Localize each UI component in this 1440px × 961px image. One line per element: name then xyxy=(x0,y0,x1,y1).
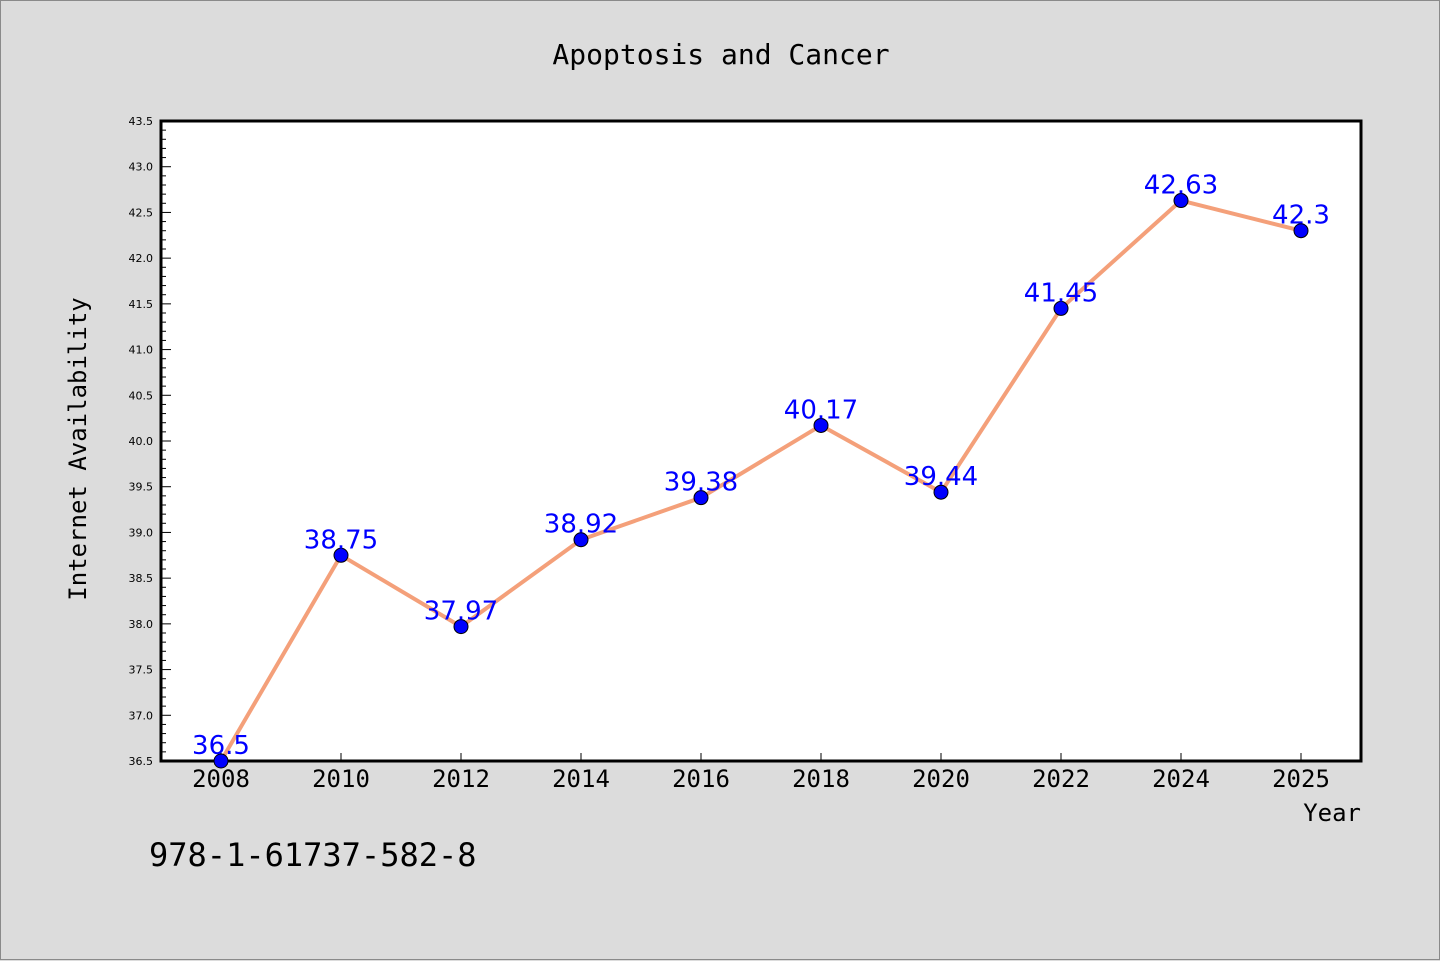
series-line xyxy=(219,198,1302,763)
data-point xyxy=(573,532,589,548)
data-label: 39.44 xyxy=(904,462,978,492)
data-point xyxy=(213,753,229,769)
y-tick-label: 39.5 xyxy=(129,481,154,494)
y-tick-label: 39.0 xyxy=(129,526,154,539)
data-label: 41.45 xyxy=(1024,278,1098,308)
x-tick-label: 2014 xyxy=(552,765,610,793)
x-tick-label: 2022 xyxy=(1032,765,1090,793)
y-tick-label: 36.5 xyxy=(129,755,154,768)
y-tick-label: 43.0 xyxy=(129,161,154,174)
y-tick-label: 40.0 xyxy=(129,435,154,448)
data-point xyxy=(1053,300,1069,316)
data-point xyxy=(1293,223,1309,239)
y-tick-label: 38.5 xyxy=(129,572,154,585)
data-labels: 36.5 38.75 37.97 38.92 39.38 40.17 39.44 41.45 4… xyxy=(192,171,1330,761)
data-label: 38.92 xyxy=(544,510,618,540)
y-axis: 36.5 37.0 37.5 38.0 38.5 39.0 39.5 40.0 40.5 41.0… xyxy=(129,115,171,768)
data-label: 38.75 xyxy=(304,525,378,555)
y-tick-label: 37.0 xyxy=(129,709,154,722)
y-tick-label: 42.0 xyxy=(129,252,154,265)
data-markers xyxy=(213,193,1309,769)
x-tick-label: 2010 xyxy=(312,765,370,793)
x-tick-label: 2020 xyxy=(912,765,970,793)
y-tick-label: 37.5 xyxy=(129,664,154,677)
y-tick-label: 41.0 xyxy=(129,344,154,357)
data-point xyxy=(1173,193,1189,209)
y-tick-label: 38.0 xyxy=(129,618,154,631)
data-label: 39.38 xyxy=(664,468,738,498)
y-tick-label: 43.5 xyxy=(129,115,154,128)
x-tick-label: 2008 xyxy=(192,765,250,793)
series-line-group xyxy=(219,198,1302,763)
data-point xyxy=(453,619,469,635)
x-tick-label: 2012 xyxy=(432,765,490,793)
x-tick-label: 2024 xyxy=(1152,765,1210,793)
x-tick-label: 2016 xyxy=(672,765,730,793)
chart-title: Apoptosis and Cancer xyxy=(552,38,889,71)
x-tick-label: 2025 xyxy=(1272,765,1330,793)
data-label: 37.97 xyxy=(424,597,498,627)
data-label: 42.3 xyxy=(1272,201,1330,231)
y-axis-label: Internet Availability xyxy=(64,297,92,600)
y-tick-label: 40.5 xyxy=(129,389,154,402)
data-point xyxy=(333,547,349,563)
data-label: 40.17 xyxy=(784,395,858,425)
data-point xyxy=(933,484,949,500)
x-axis-label: Year xyxy=(1303,799,1361,827)
x-tick-label: 2018 xyxy=(792,765,850,793)
data-point xyxy=(693,490,709,506)
data-label: 36.5 xyxy=(192,731,250,761)
data-label: 42.63 xyxy=(1144,171,1218,201)
data-point xyxy=(813,417,829,433)
footer-isbn-text: 978-1-61737-582-8 xyxy=(149,836,477,874)
plot-area xyxy=(159,119,1363,763)
y-tick-label: 42.5 xyxy=(129,206,154,219)
y-tick-label: 41.5 xyxy=(129,298,154,311)
x-axis: 2008 2010 2012 2014 2016 2018 2020 2022 2024 2025 xyxy=(192,753,1330,793)
